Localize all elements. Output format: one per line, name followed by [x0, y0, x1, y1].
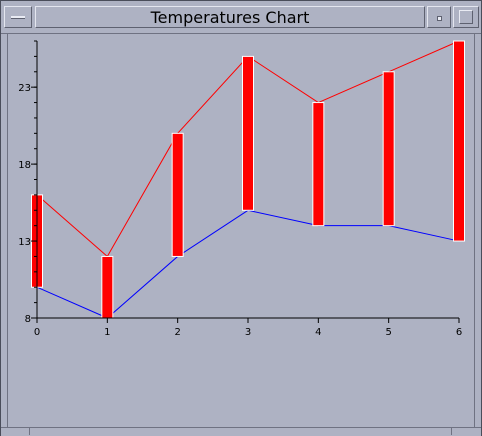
- range-bar: [242, 55, 254, 211]
- range-bar: [101, 255, 114, 319]
- range-bar: [312, 102, 325, 227]
- y-tick-label: 13: [18, 237, 31, 248]
- window-menu-button[interactable]: [4, 6, 32, 28]
- window-menu-icon: [11, 16, 25, 19]
- window-title[interactable]: Temperatures Chart: [35, 6, 425, 28]
- window-left-border[interactable]: [1, 34, 8, 429]
- chart-panel: 0 1 2 3 4 5 6 8 13 18 23: [8, 34, 474, 427]
- maximize-icon: [459, 10, 473, 24]
- range-bar: [453, 40, 465, 242]
- maximize-button[interactable]: [453, 6, 479, 28]
- minimize-icon: [437, 16, 442, 21]
- y-tick-label: 8: [25, 314, 31, 325]
- window-right-border[interactable]: [474, 34, 481, 429]
- x-tick-label: 1: [104, 327, 110, 338]
- title-bar[interactable]: Temperatures Chart: [1, 1, 481, 34]
- x-tick-label: 0: [34, 327, 40, 338]
- window-bottom-border[interactable]: [1, 427, 481, 436]
- x-tick-label: 6: [456, 327, 462, 338]
- x-tick-label: 2: [174, 327, 180, 338]
- y-tick-label: 18: [18, 160, 31, 171]
- series-low-line: [36, 209, 460, 319]
- resize-corner-mark: [29, 428, 30, 435]
- x-tick-label: 5: [385, 327, 391, 338]
- range-bar: [382, 71, 395, 227]
- x-tick-label: 3: [245, 327, 251, 338]
- x-tick-label: 4: [315, 327, 321, 338]
- resize-corner-mark: [451, 428, 452, 435]
- y-tick-label: 23: [18, 83, 31, 94]
- minimize-button[interactable]: [427, 6, 451, 28]
- range-bar: [171, 132, 184, 257]
